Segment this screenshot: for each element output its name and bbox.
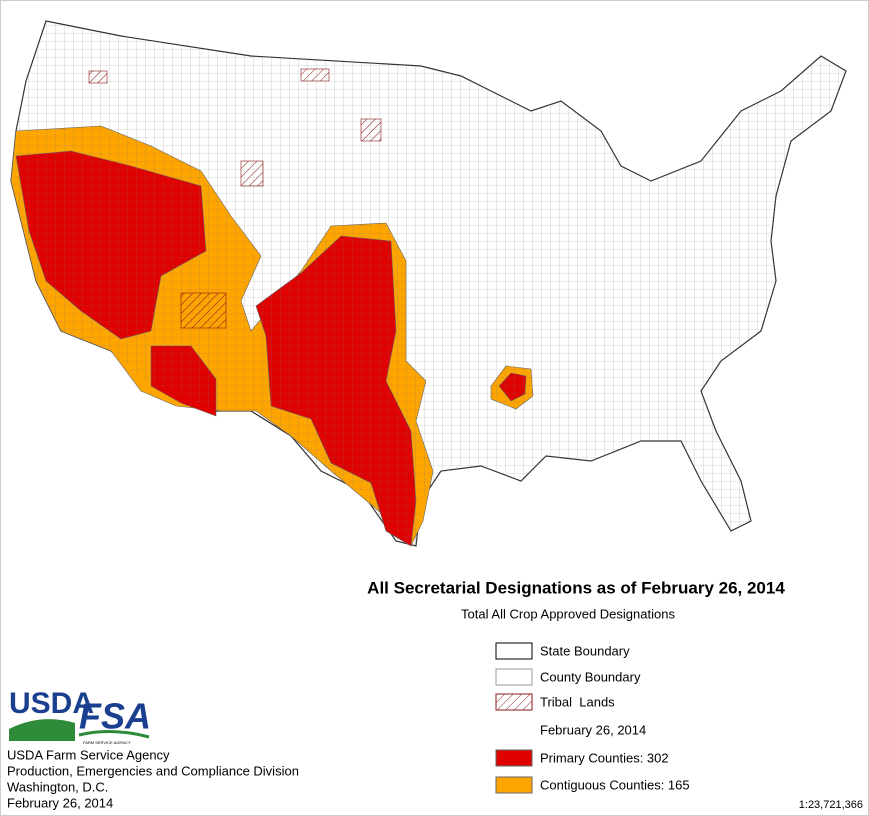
tribal-lands [88,68,382,329]
credit-line: February 26, 2014 [7,795,113,810]
tribal-land [240,160,264,187]
legend-label: Primary Counties: 302 [540,750,669,765]
fsa-swoosh [78,729,150,739]
legend-swatch-primary [495,749,533,767]
legend-swatch-state [495,642,533,660]
legend-label: Tribal Lands [540,694,615,709]
usda-logo: USDA [9,687,94,720]
legend-label: Contiguous Counties: 165 [540,777,690,792]
map-scale: 1:23,721,366 [799,799,863,811]
tribal-land [360,118,382,142]
legend-label: State Boundary [540,643,630,658]
credits: USDA Farm Service Agency Production, Eme… [7,747,299,810]
map-title: All Secretarial Designations as of Febru… [367,578,785,597]
us-map [10,20,847,547]
logos: USDA FSA FARM SERVICE AGENCY [9,687,151,745]
credit-line: Washington, D.C. [7,779,108,794]
credit-line: USDA Farm Service Agency [7,747,170,762]
legend-swatch-contiguous [495,776,533,794]
legend-label: County Boundary [540,669,641,684]
legend-swatch-tribal [495,693,533,711]
county-texture [11,21,846,546]
legend: State Boundary County Boundary Tribal La… [495,642,690,794]
legend-date: February 26, 2014 [540,722,646,737]
tribal-land [180,292,227,329]
tribal-land [88,70,108,84]
map-subtitle: Total All Crop Approved Designations [461,606,675,621]
fsa-tagline: FARM SERVICE AGENCY [83,740,131,745]
legend-swatch-county [495,668,533,686]
usda-swoosh [9,719,75,741]
fsa-logo: FSA [79,696,151,737]
tribal-land [300,68,330,82]
credit-line: Production, Emergencies and Compliance D… [7,763,299,778]
